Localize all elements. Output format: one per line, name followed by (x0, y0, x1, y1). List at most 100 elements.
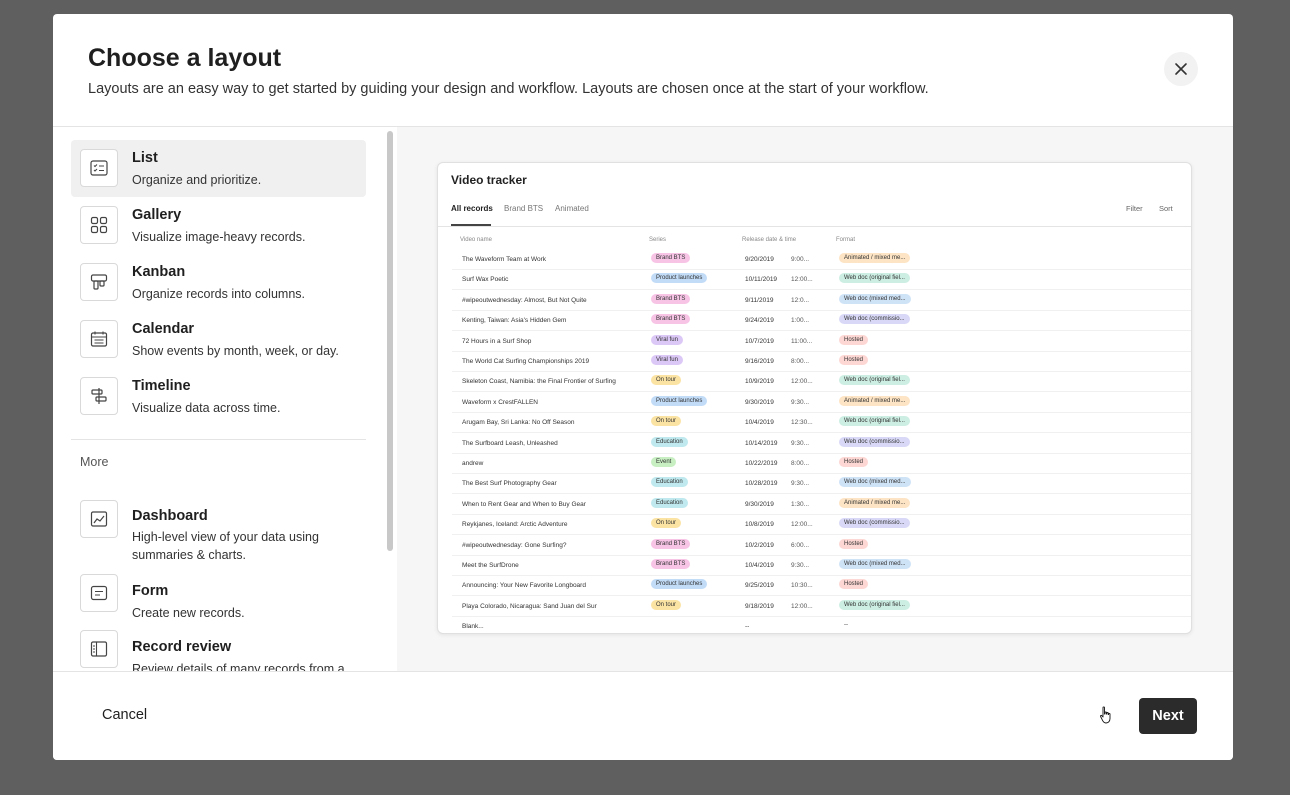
preview-format-tag: Web doc (mixed med... (839, 293, 911, 304)
dialog-header: Choose a layout Layouts are an easy way … (53, 14, 1233, 127)
row-divider (452, 391, 1191, 393)
next-button[interactable]: Next (1139, 698, 1197, 734)
preview-format-tag: Hosted (839, 334, 869, 345)
preview-series-tag: Viral fun (651, 334, 683, 345)
row-divider (452, 371, 1191, 372)
layout-option-timeline[interactable]: Timeline Visualize data across time. (71, 368, 366, 425)
preview-cell-time: 11:00... (791, 337, 813, 345)
preview-series-tag: On tour (651, 518, 682, 529)
close-button[interactable] (1164, 52, 1198, 86)
layout-option-gallery[interactable]: Gallery Visualize image-heavy records. (71, 197, 366, 254)
dialog-title: Choose a layout (88, 44, 282, 72)
layout-option-desc: Visualize data across time. (132, 401, 281, 415)
row-divider (452, 330, 1191, 332)
row-divider (452, 309, 1191, 311)
preview-cell-date: 9/30/2019 (745, 398, 774, 406)
preview-series-tag: Product launches (651, 395, 708, 406)
preview-table-row: andrew Event 10/22/2019 8:00... Hosted (438, 454, 1191, 474)
layout-option-label: Dashboard (132, 508, 208, 524)
preview-cell-name: Reykjanes, Iceland: Arctic Adventure (462, 521, 568, 529)
preview-table-row: When to Rent Gear and When to Buy Gear Ed… (438, 495, 1191, 515)
preview-cell-date: 9/24/2019 (745, 317, 774, 325)
preview-cell-time: 12:00... (791, 521, 813, 529)
preview-format-tag: Hosted (839, 457, 869, 467)
preview-format-tag: -- (844, 622, 848, 629)
preview-tab: Animated (555, 204, 589, 213)
layout-option-form[interactable]: Form Create new records. (71, 558, 366, 620)
kanban-icon (80, 263, 118, 301)
choose-layout-dialog: Choose a layout Layouts are an easy way … (53, 14, 1233, 760)
layout-option-dashboard[interactable]: Dashboard High-level view of your data u… (71, 483, 366, 562)
preview-cell-date: 10/28/2019 (745, 480, 778, 488)
calendar-icon (80, 320, 118, 358)
layout-option-calendar[interactable]: Calendar Show events by month, week, or … (71, 311, 366, 368)
preview-series-tag: Education (651, 436, 688, 447)
preview-series-tag: Education (651, 497, 688, 508)
preview-table-row: Surf Wax Poetic Product launches 10/11/201… (438, 270, 1191, 291)
preview-cell-time: 9:30... (791, 439, 810, 447)
preview-cell-time: 6:00... (791, 541, 810, 549)
preview-cell-time: 9:30... (791, 480, 810, 488)
preview-series-tag: Brand BTS (651, 253, 691, 263)
preview-cell-time: 12:00... (791, 602, 813, 610)
preview-cell-date: 9/20/2019 (745, 256, 774, 263)
preview-series-tag: Brand BTS (651, 538, 691, 549)
layout-list: List Organize and prioritize. Gallery Vi… (53, 127, 397, 671)
pointer-cursor-icon (1100, 706, 1111, 724)
list-icon (80, 149, 118, 187)
preview-cell-name: Playa Colorado, Nicaragua: Sand Juan del… (462, 602, 597, 610)
preview-format-tag: Animated / mixed me... (839, 395, 911, 406)
preview-table-row: #wipeoutwednesday: Almost, But Not Quite… (438, 291, 1191, 311)
layout-option-label: Gallery (132, 207, 182, 223)
cancel-button[interactable]: Cancel (102, 707, 148, 723)
preview-title: Video tracker (451, 173, 527, 187)
preview-table-row: Skeleton Coast, Namibia: the Final Front… (438, 372, 1191, 393)
preview-format-tag: Hosted (839, 355, 869, 365)
preview-filter: Filter (1126, 204, 1143, 213)
layout-option-label: Form (132, 583, 169, 599)
layout-option-desc: Organize and prioritize. (132, 173, 262, 187)
preview-cell-date: 10/14/2019 (745, 439, 778, 447)
sidebar-scrollbar[interactable] (387, 131, 393, 551)
preview-cell-date: 10/8/2019 (745, 521, 774, 529)
preview-cell-date: 9/25/2019 (745, 582, 774, 590)
layout-option-record-review[interactable]: Record review Review details of many rec… (71, 615, 366, 671)
preview-table-row: Reykjanes, Iceland: Arctic Adventure On t… (438, 515, 1191, 536)
preview-cell-name: The Best Surf Photography Gear (462, 480, 557, 488)
row-divider (452, 595, 1191, 597)
layout-option-desc: Create new records. (132, 606, 245, 620)
preview-table-row: The Surfboard Leash, Unleashed Education 1… (438, 434, 1191, 454)
layout-option-kanban[interactable]: Kanban Organize records into columns. (71, 254, 366, 311)
preview-series-tag: Brand BTS (651, 559, 691, 569)
layout-option-desc: Visualize image-heavy records. (132, 230, 306, 244)
preview-cell-name: 72 Hours in a Surf Shop (462, 337, 532, 345)
preview-cell-name: The Surfboard Leash, Unleashed (462, 439, 558, 447)
layout-option-desc: Organize records into columns. (132, 287, 305, 301)
preview-divider (438, 226, 1191, 227)
preview-table-row: Kenting, Taiwan: Asia's Hidden Gem Brand … (438, 311, 1191, 332)
preview-format-tag: Web doc (commissio... (839, 518, 910, 529)
preview-cell-time: 12:0... (791, 296, 810, 304)
preview-table-row: Meet the SurfDrone Brand BTS 10/4/2019 9:30… (438, 556, 1191, 576)
row-divider (452, 513, 1191, 515)
preview-format-tag: Web doc (commissio... (839, 314, 910, 325)
row-divider (452, 493, 1191, 495)
preview-cell-name: #wipeoutwednesday: Gone Surfing? (462, 541, 567, 549)
preview-cell-date: 10/22/2019 (745, 460, 778, 467)
preview-sort: Sort (1159, 204, 1173, 213)
preview-cell-date: 10/2/2019 (745, 541, 774, 549)
preview-cell-name: The World Cat Surfing Championships 2019 (462, 358, 590, 365)
preview-format-tag: Web doc (mixed med... (839, 559, 911, 569)
dialog-subtitle: Layouts are an easy way to get started b… (88, 81, 929, 97)
dialog-footer: Cancel Next (53, 671, 1233, 760)
preview-cell-date: 10/4/2019 (745, 419, 774, 427)
preview-series-tag: Brand BTS (651, 314, 691, 325)
layout-option-label: Timeline (132, 378, 191, 394)
preview-format-tag: Animated / mixed me... (839, 497, 911, 508)
preview-table-row: Announcing: Your New Favorite Longboard P… (438, 576, 1191, 597)
preview-format-tag: Web doc (mixed med... (839, 477, 911, 488)
layout-option-list[interactable]: List Organize and prioritize. (71, 140, 366, 197)
preview-cell-name: The Waveform Team at Work (462, 256, 547, 263)
layout-option-label: List (132, 150, 158, 166)
preview-tab: Brand BTS (504, 204, 544, 213)
